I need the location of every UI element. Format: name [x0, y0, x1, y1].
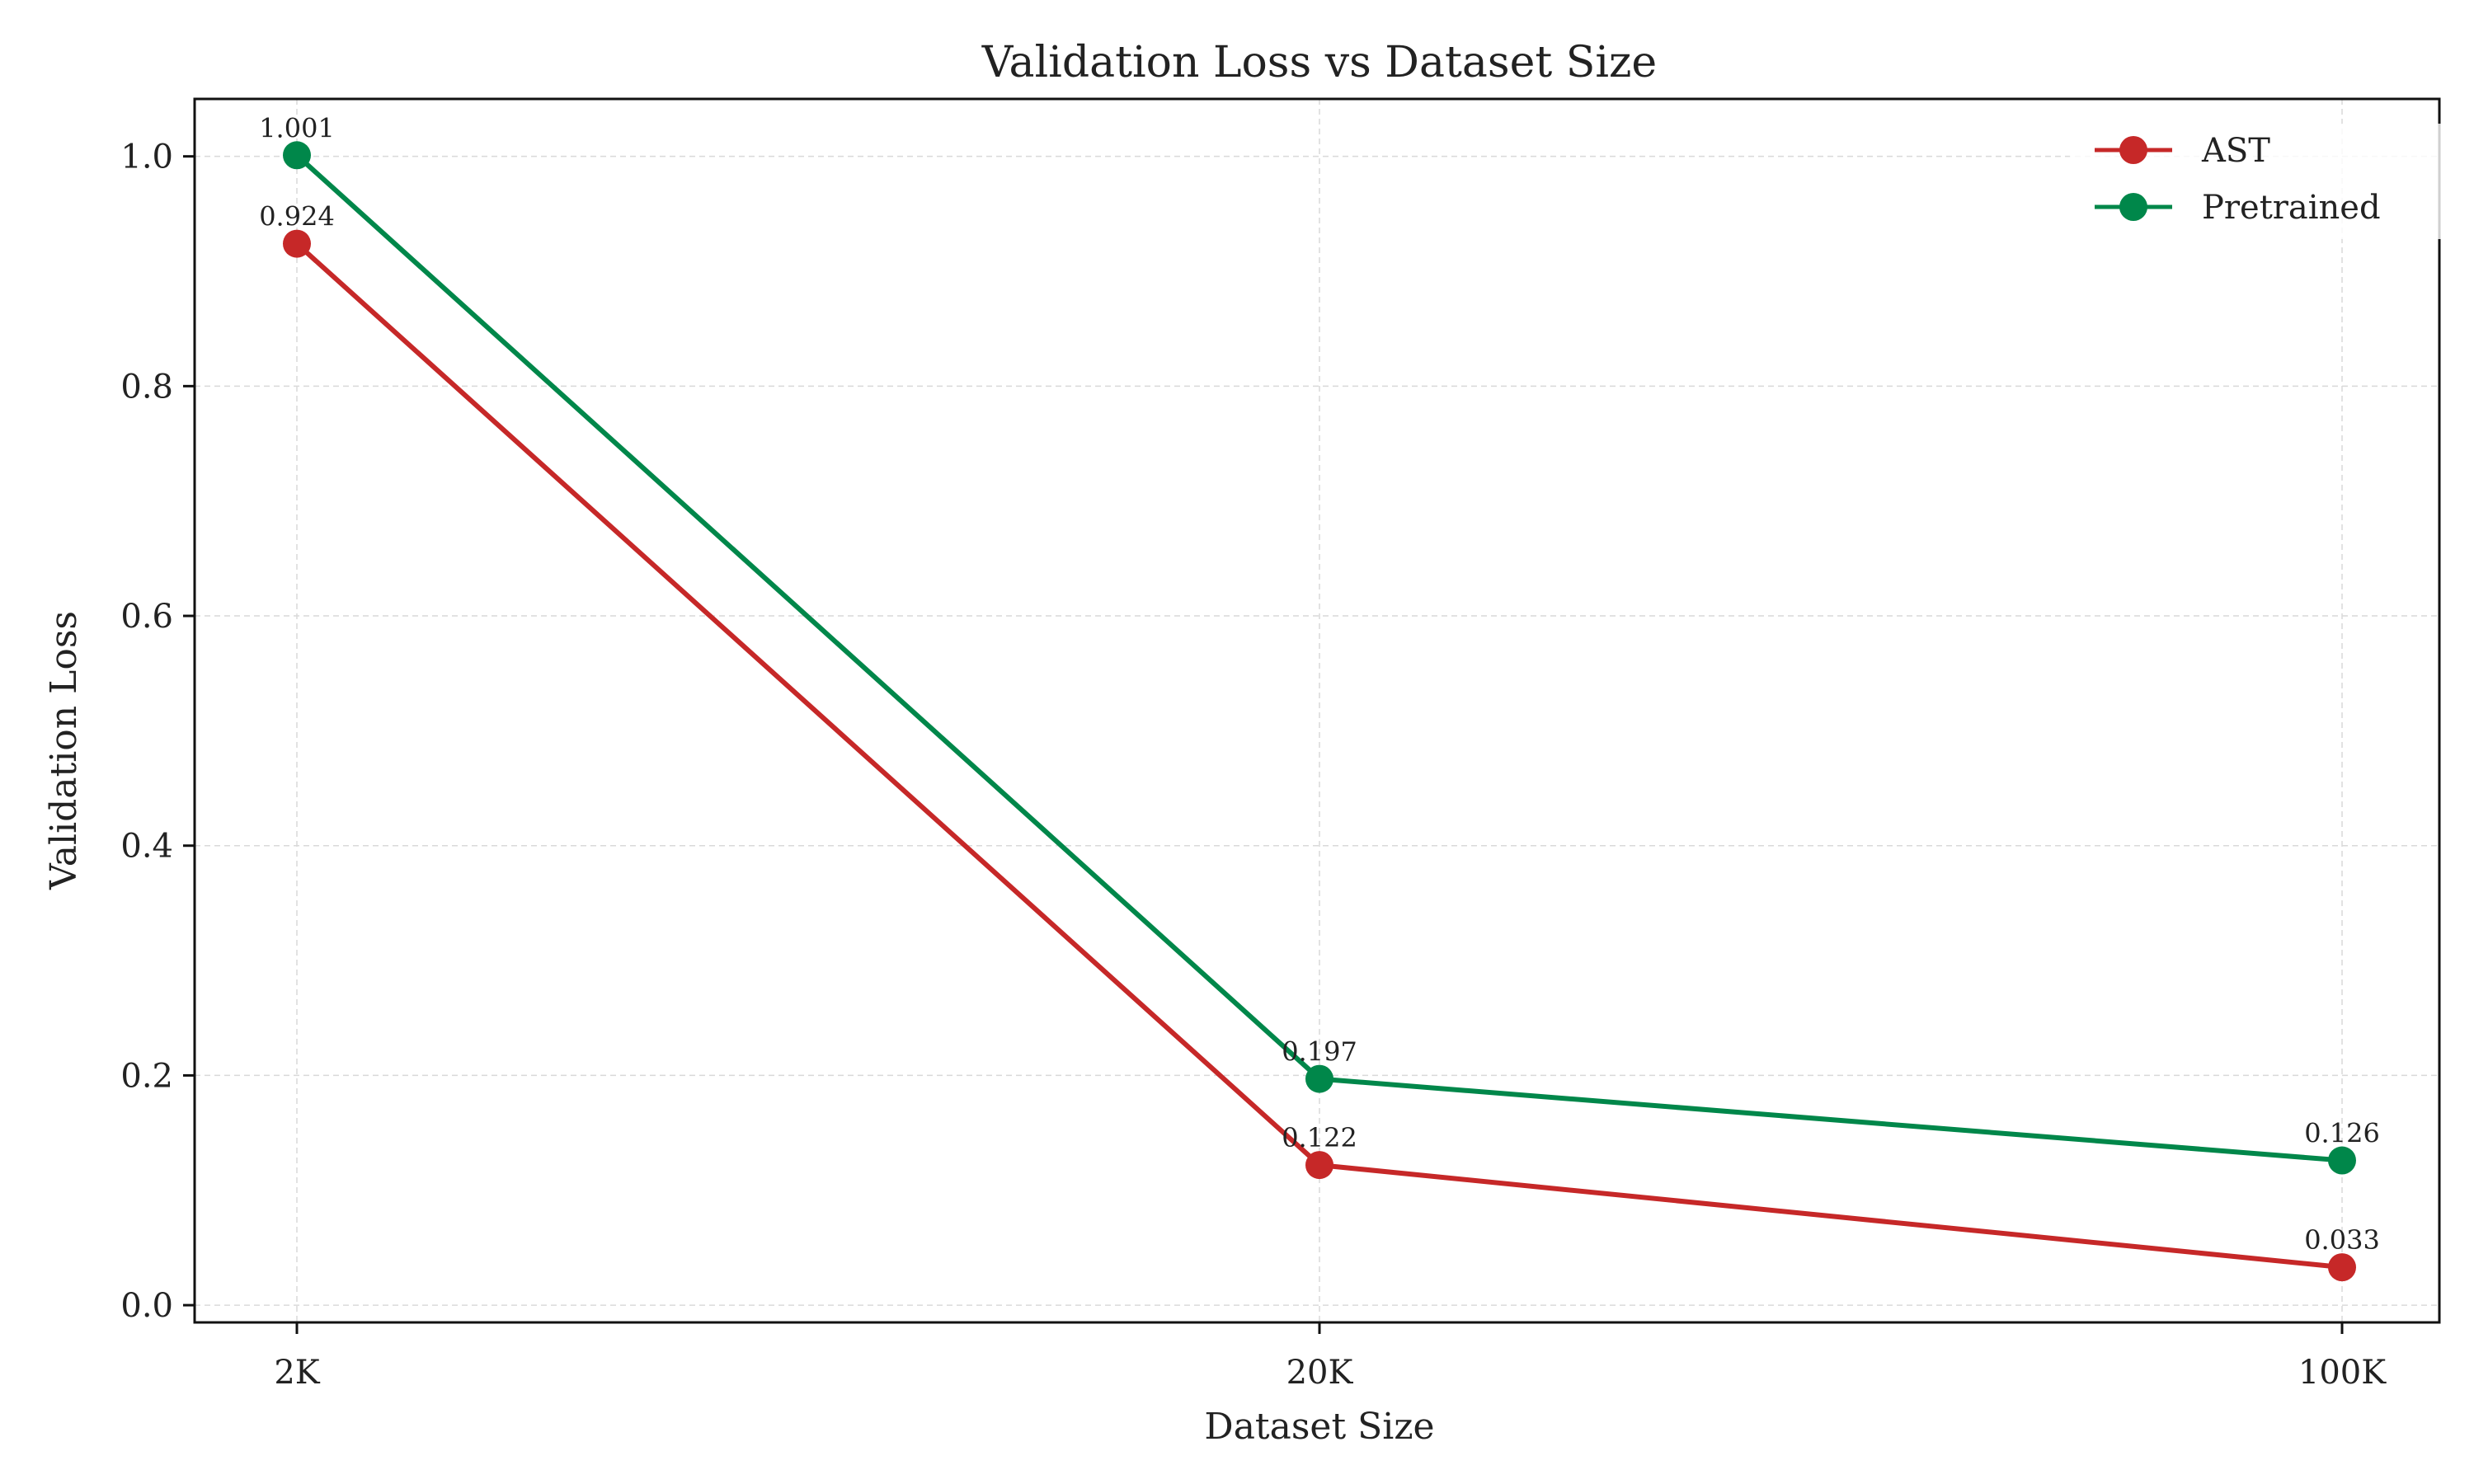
data-label-pretrained: 1.001 — [259, 112, 335, 143]
data-point-ast — [283, 229, 311, 258]
legend-label-pretrained: Pretrained — [2202, 189, 2381, 227]
y-axis-ticks: 0.0 0.2 0.4 0.6 0.8 1.0 — [120, 139, 195, 1325]
data-point-pretrained — [2328, 1146, 2356, 1175]
legend-label-ast: AST — [2201, 132, 2270, 170]
x-tick-label: 20K — [1286, 1354, 1354, 1392]
chart-title: Validation Loss vs Dataset Size — [981, 38, 1657, 87]
data-label-pretrained: 0.197 — [1282, 1036, 1357, 1068]
x-axis-ticks: 2K 20K 100K — [274, 1322, 2387, 1392]
x-tick-label: 100K — [2298, 1354, 2387, 1392]
data-point-pretrained — [1305, 1064, 1333, 1093]
data-label-ast: 0.033 — [2304, 1224, 2380, 1256]
y-tick-label: 0.8 — [120, 368, 173, 406]
x-tick-label: 2K — [274, 1354, 320, 1392]
x-axis-label: Dataset Size — [1204, 1406, 1434, 1448]
y-tick-label: 0.6 — [120, 598, 173, 636]
legend: AST Pretrained — [2070, 124, 2449, 239]
plot-frame — [193, 97, 2441, 1324]
y-tick-label: 0.2 — [120, 1057, 173, 1095]
data-label-ast: 0.924 — [259, 201, 335, 232]
y-tick-label: 1.0 — [120, 139, 173, 176]
y-axis-label: Validation Loss — [43, 611, 85, 890]
data-point-ast — [2328, 1253, 2356, 1282]
series-layer — [283, 141, 2356, 1282]
data-point-ast — [1305, 1151, 1333, 1180]
data-label-ast: 0.122 — [1282, 1122, 1357, 1153]
data-label-pretrained: 0.126 — [2304, 1118, 2380, 1149]
data-labels: 0.924 0.122 0.033 1.001 0.197 0.126 — [259, 112, 2380, 1256]
legend-marker-ast — [2119, 136, 2147, 164]
y-tick-label: 0.4 — [120, 828, 173, 866]
legend-marker-pretrained — [2119, 193, 2147, 221]
data-point-pretrained — [283, 141, 311, 170]
y-tick-label: 0.0 — [120, 1287, 173, 1325]
